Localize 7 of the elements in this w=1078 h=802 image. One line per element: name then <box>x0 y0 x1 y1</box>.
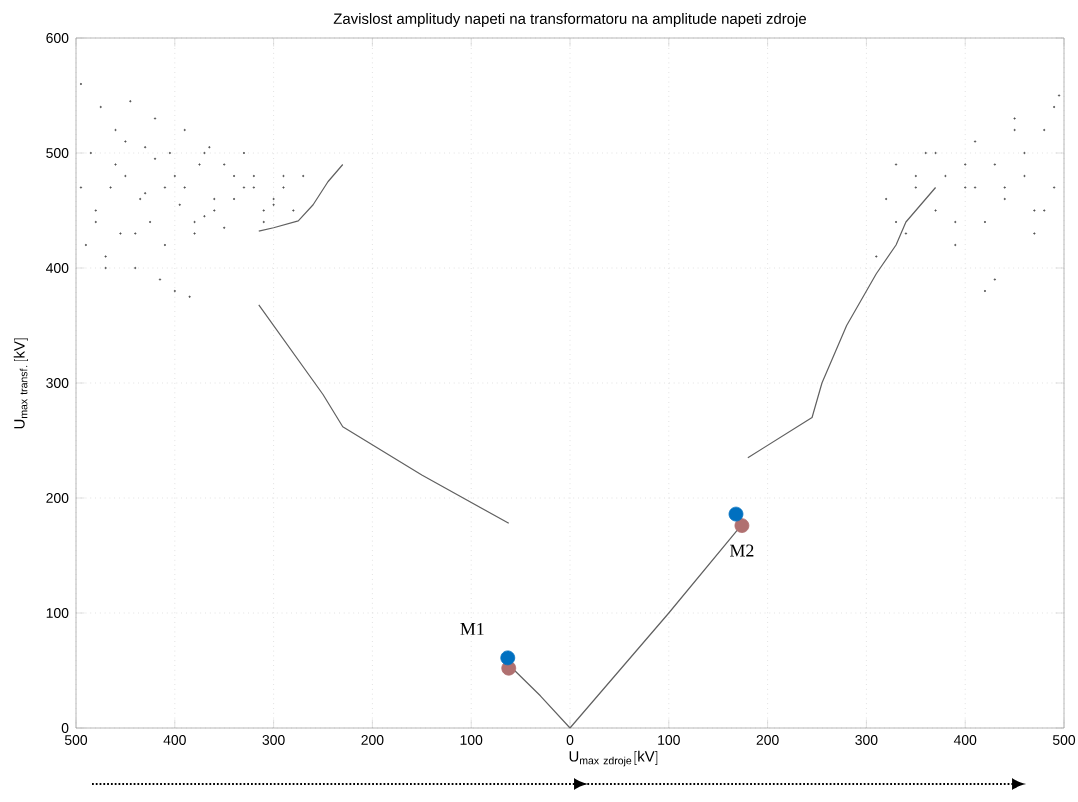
y-axis-title: $\mathrm{U_{max\ transf.}[kV]}$ <box>13 338 28 429</box>
point <box>500 650 516 666</box>
x-axis-title: $\mathrm{U_{max\ zdroje}[kV]}$ <box>569 750 658 767</box>
annotation: M1 <box>460 623 484 635</box>
point <box>728 506 744 522</box>
annotation: M2 <box>729 544 754 557</box>
point <box>734 518 750 533</box>
